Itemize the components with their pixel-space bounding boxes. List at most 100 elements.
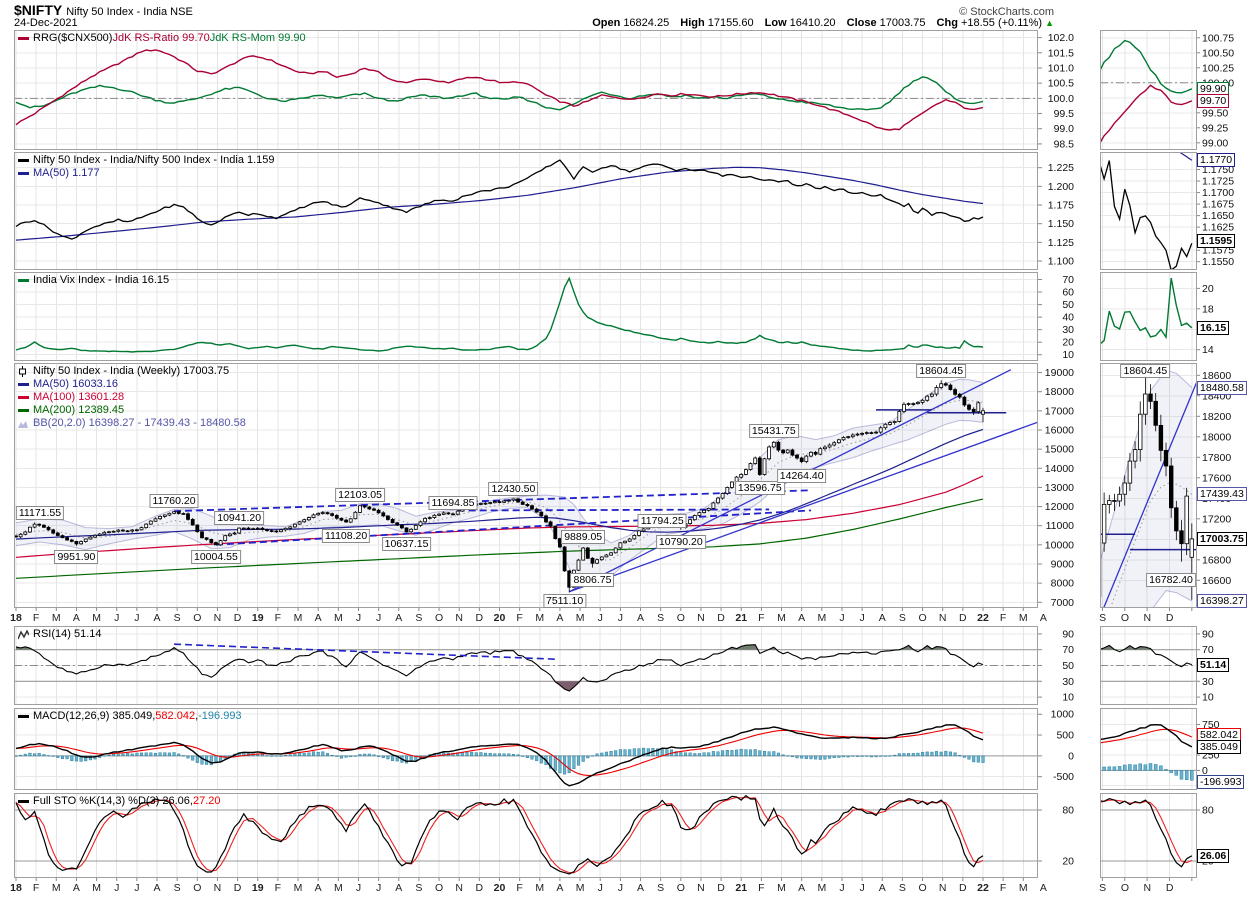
subheader: 24-Dec-2021 Open 16824.25 High 17155.60 Lo…	[14, 17, 1054, 29]
mini-panel-sto[interactable]	[119, 793, 1197, 878]
axis-badge: 17003.75	[1197, 531, 1247, 546]
y-axis-label: 30	[1062, 676, 1074, 688]
panel-rsi[interactable]	[14, 626, 1038, 705]
y-axis-label: 1.1550	[1202, 256, 1234, 268]
legend-text: ,	[152, 710, 156, 722]
price-annotation: 8806.75	[570, 572, 615, 587]
y-axis-label: 90	[1062, 628, 1074, 640]
rrg-plot	[15, 49, 984, 131]
panel-macd[interactable]	[14, 708, 1038, 790]
y-axis-label: 18600	[1202, 370, 1231, 382]
price-annotation: 9951.90	[54, 549, 99, 564]
y-axis-label: -500	[1053, 771, 1074, 783]
chg-label: Chg	[936, 17, 958, 29]
mini-panel-vix[interactable]	[119, 0, 1197, 369]
panel-ratio[interactable]	[14, 152, 1038, 270]
macd-plot	[14, 724, 985, 787]
x-axis-label: J	[134, 882, 139, 894]
x-axis-label: 22	[977, 612, 989, 624]
axis-badge: 99.70	[1197, 93, 1230, 108]
legend-text: JdK RS-Ratio 99.70	[112, 32, 210, 44]
y-axis-label: 99.25	[1202, 122, 1228, 134]
axis-badge: 16.15	[1197, 320, 1230, 335]
sto-plot	[15, 794, 984, 875]
x-axis-label: S	[657, 612, 664, 624]
copyright: © StockCharts.com	[959, 6, 1054, 18]
close-label: Close	[846, 17, 877, 29]
y-axis-label: 30	[1202, 676, 1214, 688]
panel-sto[interactable]	[14, 793, 1038, 878]
y-axis-label: 80	[1062, 805, 1074, 817]
mini-panel-rsi[interactable]	[119, 626, 1197, 705]
x-axis-label: M	[92, 882, 101, 894]
price-annotation: 11760.20	[149, 494, 199, 509]
legend-text: MA(200) 12389.45	[33, 404, 125, 416]
y-axis-label: 70	[1062, 644, 1074, 656]
rsi-plot	[15, 643, 984, 692]
mini-panel-macd[interactable]	[119, 708, 1197, 814]
x-axis-label: J	[598, 612, 603, 624]
x-axis-label: M	[1019, 612, 1028, 624]
x-axis-label: F	[758, 612, 764, 624]
x-axis-label: O	[193, 612, 201, 624]
axis-badge: 17439.43	[1197, 487, 1247, 502]
y-axis-label: 10	[1062, 692, 1074, 704]
x-axis-label: D	[476, 612, 484, 624]
candle-icon	[18, 366, 30, 377]
y-axis-label: 18	[1202, 303, 1214, 315]
y-axis-label: 1.175	[1048, 200, 1074, 212]
y-axis-label: 1.125	[1048, 237, 1074, 249]
price-annotation: 16782.40	[1146, 573, 1196, 588]
legend-text: India Vix Index - India 16.15	[33, 274, 170, 286]
mini-panel-rrg[interactable]	[119, 0, 1197, 150]
x-axis-label: A	[1040, 612, 1047, 624]
x-axis-label: A	[73, 882, 80, 894]
x-axis-label: A	[879, 612, 886, 624]
y-axis-label: 10	[1202, 692, 1214, 704]
x-axis-label: O	[435, 612, 443, 624]
x-axis-label: A	[315, 882, 322, 894]
x-axis-label: 18	[10, 612, 22, 624]
price-annotation: 9889.05	[561, 530, 606, 545]
panel-rrg[interactable]	[14, 30, 1038, 150]
dash-icon	[18, 172, 29, 175]
x-axis-label: D	[476, 882, 484, 894]
x-axis-label: N	[1143, 882, 1151, 894]
x-axis-label: D	[234, 612, 242, 624]
x-axis-label: J	[356, 882, 361, 894]
x-axis-label: D	[1166, 612, 1174, 624]
x-axis-label: D	[234, 882, 242, 894]
axis-badge: 1.1595	[1197, 233, 1236, 248]
x-axis-label: F	[275, 882, 281, 894]
x-axis-label: A	[73, 612, 80, 624]
zigzag-icon	[18, 629, 30, 640]
vix-plot	[15, 276, 984, 353]
x-axis-label: J	[839, 882, 844, 894]
mini-panel-ratio[interactable]	[119, 0, 1197, 386]
legend-ratio: Nifty 50 Index - India/Nifty 500 Index -…	[18, 154, 275, 180]
y-axis-label: 1000	[1051, 709, 1075, 721]
x-axis-label: J	[859, 612, 864, 624]
quote-bar: Open 16824.25 High 17155.60 Low 16410.20 Cl…	[592, 17, 1054, 29]
y-axis-label: 11000	[1046, 520, 1075, 532]
mini-panel-price[interactable]	[119, 319, 1250, 900]
x-axis-label: A	[1040, 882, 1047, 894]
x-axis-label: O	[677, 612, 685, 624]
legend-text: MA(50) 16033.16	[33, 378, 118, 390]
legend-text: -196.993	[198, 710, 242, 722]
header: $NIFTY Nifty 50 Index - India NSE © Stock…	[14, 2, 1054, 20]
x-axis-label: J	[134, 612, 139, 624]
panel-vix[interactable]	[14, 272, 1038, 361]
low-label: Low	[764, 17, 787, 29]
legend-text: MACD(12,26,9) 385.049	[33, 710, 153, 722]
x-axis-label: J	[356, 612, 361, 624]
y-axis-label: 99.50	[1202, 107, 1228, 119]
axis-badge: 16398.27	[1197, 594, 1247, 608]
y-axis-label: 20	[1062, 856, 1074, 868]
x-axis-label: S	[174, 882, 181, 894]
x-axis-label: A	[154, 882, 161, 894]
x-axis-label: M	[576, 612, 585, 624]
x-axis-label: M	[52, 882, 61, 894]
x-axis-label: J	[114, 882, 119, 894]
y-axis-label: 1.225	[1048, 162, 1074, 174]
